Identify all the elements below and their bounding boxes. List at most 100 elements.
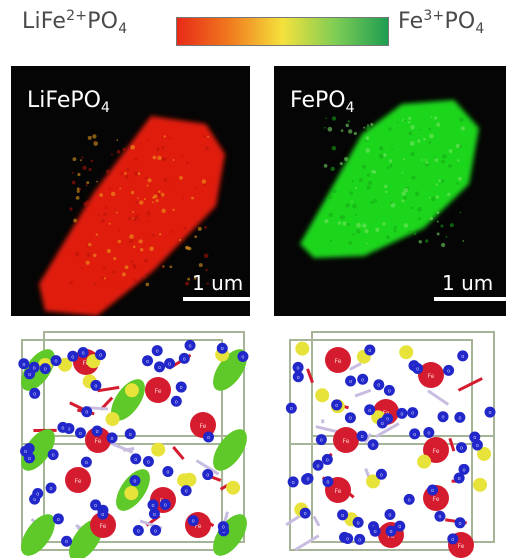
speckle [96, 180, 98, 183]
speckle [428, 140, 432, 144]
speckle [111, 270, 116, 274]
o-atom-label: o [346, 537, 349, 543]
o-atom-label: o [290, 406, 293, 412]
speckle [155, 192, 158, 195]
speckle [79, 159, 82, 162]
fe-atom-label: Fe [155, 388, 162, 395]
o-atom-label: o [189, 343, 192, 349]
bond [457, 377, 483, 392]
speckle [108, 187, 111, 191]
o-atom [90, 379, 102, 391]
o-atom [427, 484, 439, 496]
speckle [132, 245, 136, 249]
speckle [365, 136, 370, 141]
o-atom [357, 373, 369, 385]
speckle [378, 146, 384, 151]
o-atom-label: o [297, 375, 300, 381]
speckle [430, 116, 433, 118]
o-atom [47, 449, 59, 461]
speckle [130, 190, 135, 195]
o-atom [159, 498, 171, 510]
o-atom [423, 427, 435, 439]
li-atom [21, 514, 55, 556]
speckle [365, 242, 368, 245]
o-atom [142, 455, 154, 467]
speckle [410, 151, 415, 157]
o-atom [106, 432, 118, 444]
o-atom [337, 509, 349, 521]
o-atom [23, 452, 35, 464]
fe-atom-label: Fe [100, 523, 107, 530]
speckle [73, 218, 78, 223]
o-atom [124, 428, 136, 440]
speckle [85, 260, 90, 265]
o-atom [315, 434, 327, 446]
o-atom-label: o [99, 353, 102, 359]
o-atom [184, 339, 196, 351]
o-atom-label: o [22, 362, 25, 368]
speckle [129, 239, 134, 244]
o-atom [287, 476, 299, 488]
o-atom-label: o [24, 449, 27, 455]
o-atom-label: o [67, 427, 70, 433]
speckle [113, 257, 117, 261]
o-atom [285, 402, 297, 414]
speckle [409, 141, 415, 146]
speckle [434, 158, 439, 162]
p-atom [366, 474, 381, 489]
o-atom [454, 517, 466, 529]
o-atom [364, 404, 376, 416]
o-atom [447, 533, 459, 545]
panel-title-fepo4: FePO4 [290, 88, 355, 116]
speckle [428, 127, 432, 131]
bond [448, 437, 456, 452]
o-atom [77, 347, 89, 359]
speckle [441, 242, 446, 248]
bond [195, 459, 220, 476]
speckle [408, 131, 413, 136]
speckle [414, 191, 420, 196]
o-atom-label: o [462, 467, 465, 473]
speckle [411, 175, 416, 180]
p-atom [151, 442, 166, 457]
speckle [344, 156, 349, 162]
speckle [324, 126, 326, 129]
speckle [138, 219, 141, 222]
o-atom-label: o [85, 410, 88, 416]
speckle [76, 189, 80, 193]
o-atom-label: o [292, 480, 295, 486]
o-atom-label: o [44, 367, 47, 373]
o-atom-label: o [192, 519, 195, 525]
speckle [144, 176, 148, 180]
unit-cell-edge [21, 443, 223, 551]
o-atom-label: o [326, 480, 329, 486]
o-atom-label: o [361, 377, 364, 383]
o-atom-label: o [146, 359, 149, 365]
o-atom-label: o [357, 520, 360, 526]
panel-title-lifepo4: LiFePO4 [27, 88, 110, 116]
speckle [418, 240, 422, 244]
speckle [80, 267, 83, 270]
o-atom [354, 533, 366, 545]
microscopy-panel-fepo4: FePO4 1 um [274, 66, 506, 316]
speckle [93, 140, 96, 143]
speckle [328, 212, 333, 218]
bond [223, 511, 230, 522]
o-atom [453, 472, 465, 484]
speckle [132, 217, 134, 220]
fe-atom-label: Fe [343, 438, 350, 445]
speckle [403, 196, 407, 200]
o-atom [97, 508, 109, 520]
o-atom [29, 387, 41, 399]
speckle [342, 221, 347, 226]
speckle [350, 200, 353, 203]
fepo4-particle [300, 100, 479, 258]
p-atom [182, 472, 197, 487]
speckle [124, 174, 129, 179]
speckle [161, 136, 164, 138]
o-atom-label: o [180, 385, 183, 391]
o-atom-label: o [57, 517, 60, 523]
speckle [103, 212, 107, 216]
o-atom-label: o [361, 434, 364, 440]
speckle [362, 164, 367, 169]
